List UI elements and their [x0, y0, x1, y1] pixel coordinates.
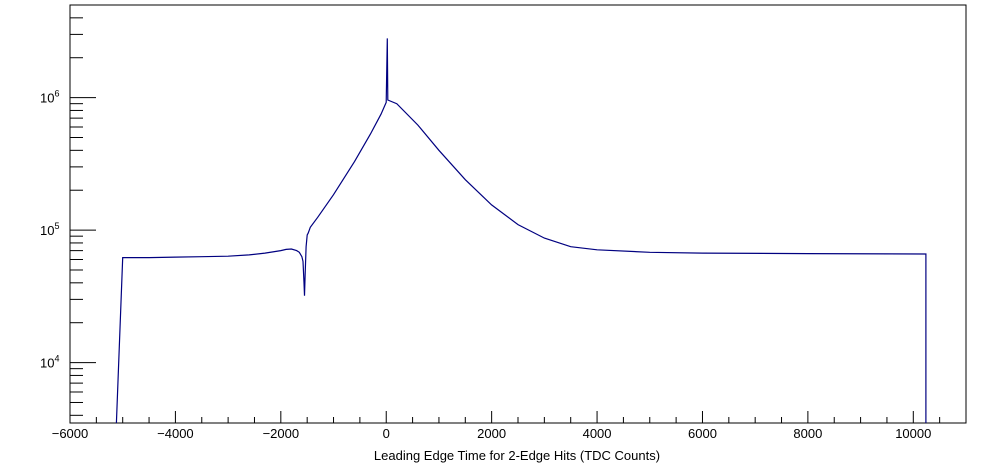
x-axis-ticks [69, 411, 967, 423]
x-tick-label: 4000 [583, 426, 612, 441]
x-tick-label: 0 [383, 426, 390, 441]
x-tick-label: −2000 [263, 426, 300, 441]
x-tick-label: 2000 [477, 426, 506, 441]
y-tick-label: 106 [40, 89, 59, 106]
x-axis-tick-labels: −6000 −4000 −2000 0 2000 4000 6000 8000 10000 [52, 426, 932, 441]
x-axis-title: Leading Edge Time for 2-Edge Hits (TDC C… [374, 448, 660, 463]
y-axis-tick-labels: 104 105 106 [40, 89, 59, 371]
x-tick-label: 8000 [793, 426, 822, 441]
x-tick-label: 6000 [688, 426, 717, 441]
x-tick-label: −4000 [157, 426, 194, 441]
y-tick-label: 105 [40, 221, 59, 238]
series-line [115, 38, 927, 424]
plot-frame [69, 4, 967, 424]
x-tick-label: −6000 [52, 426, 89, 441]
x-tick-label: 10000 [895, 426, 931, 441]
y-axis-ticks [70, 4, 96, 416]
y-tick-label: 104 [40, 354, 59, 371]
